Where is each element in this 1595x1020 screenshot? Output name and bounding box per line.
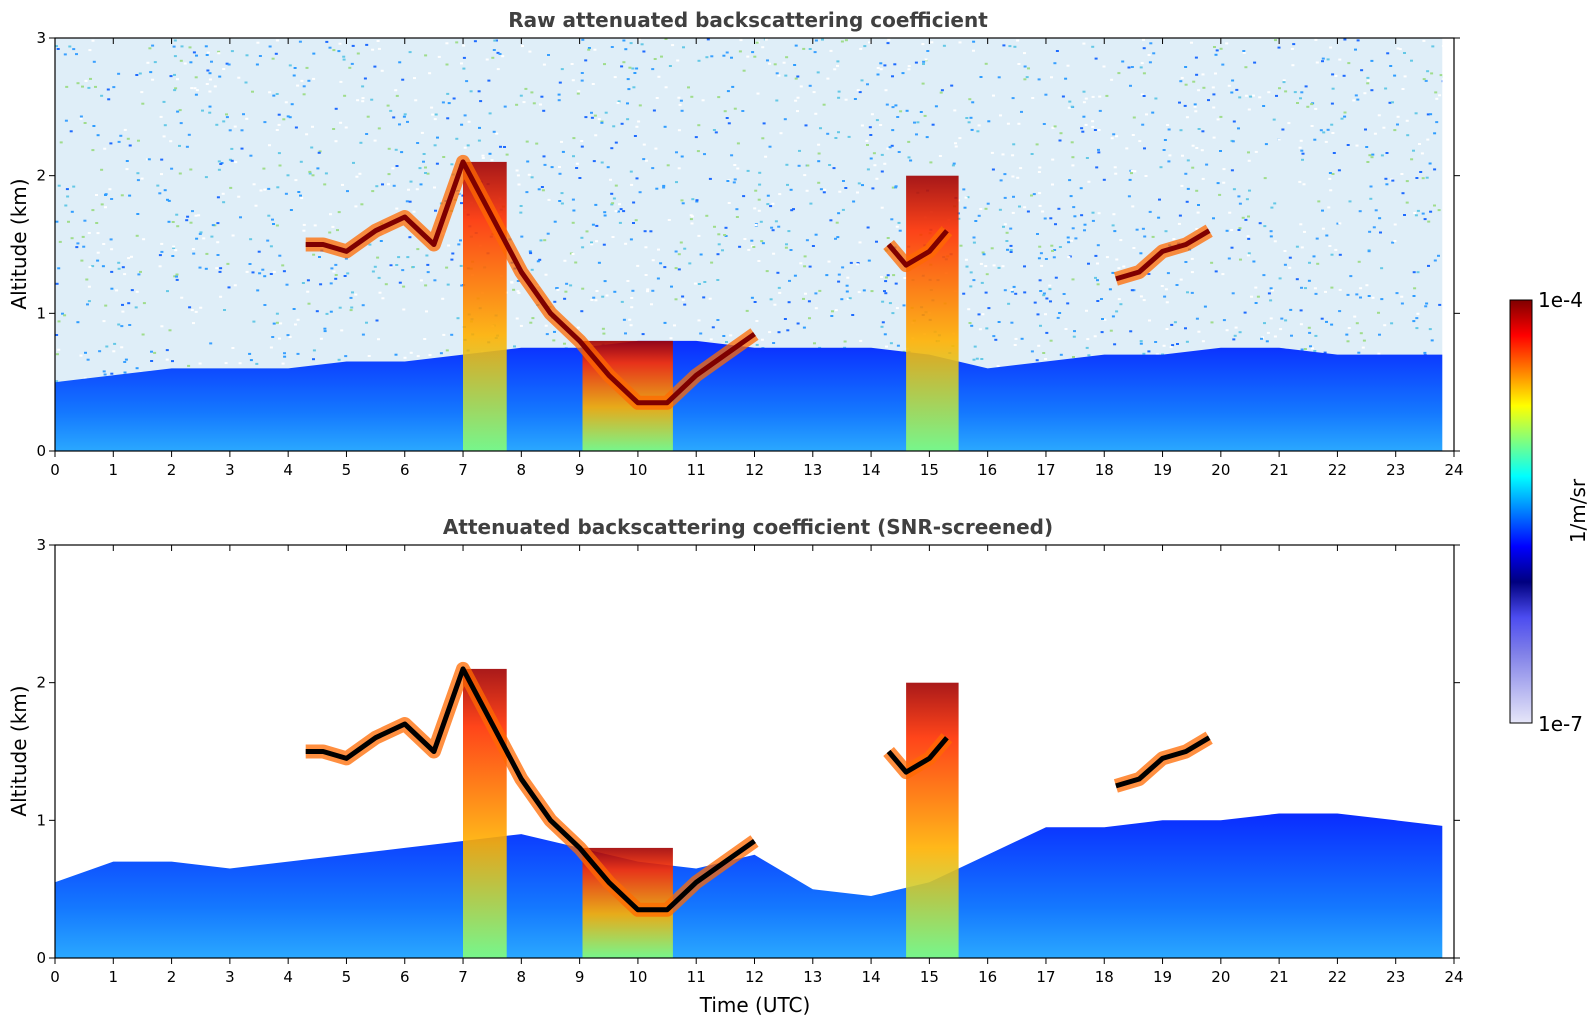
x-tick-label: 9 — [575, 968, 585, 986]
x-tick-label: 1 — [109, 968, 119, 986]
y-tick-label: 1 — [36, 811, 46, 829]
raw-y-axis-label: Altitude (km) — [7, 178, 31, 309]
x-tick-label: 22 — [1328, 968, 1347, 986]
raw-panel-title: Raw attenuated backscattering coefficien… — [508, 8, 988, 32]
x-tick-label: 10 — [628, 461, 647, 479]
x-tick-label: 9 — [575, 461, 585, 479]
x-tick-label: 2 — [167, 968, 177, 986]
x-tick-label: 16 — [978, 461, 997, 479]
x-tick-label: 11 — [687, 968, 706, 986]
x-tick-label: 13 — [803, 461, 822, 479]
x-tick-label: 4 — [283, 968, 293, 986]
layer-boundary — [305, 666, 756, 913]
screened-y-axis-label: Altitude (km) — [7, 685, 31, 816]
precipitation-column-3 — [906, 175, 959, 451]
colorbar-unit-label: 1/m/sr — [1566, 478, 1590, 543]
x-tick-label: 21 — [1270, 968, 1289, 986]
layer-cloud_afternoon — [886, 229, 949, 268]
y-tick-label: 0 — [36, 949, 46, 967]
y-tick-label: 0 — [36, 442, 46, 460]
x-tick-label: 17 — [1036, 461, 1055, 479]
x-tick-label: 17 — [1036, 968, 1055, 986]
x-tick-label: 16 — [978, 968, 997, 986]
x-tick-label: 19 — [1153, 461, 1172, 479]
snr-screened-panel: Attenuated backscattering coefficient (S… — [7, 515, 1464, 1017]
x-tick-label: 1 — [109, 461, 119, 479]
layer-cloud_afternoon — [886, 736, 949, 775]
time-axis-label: Time (UTC) — [699, 993, 811, 1017]
x-tick-label: 3 — [225, 968, 235, 986]
screened-heatmap — [55, 545, 1454, 958]
colorbar: 1e-4 1e-7 1/m/sr — [1509, 288, 1590, 736]
layer-cloud_evening — [1115, 735, 1211, 789]
screened-panel-title: Attenuated backscattering coefficient (S… — [443, 515, 1053, 539]
noise-speckle — [55, 38, 1454, 412]
x-tick-label: 2 — [167, 461, 177, 479]
x-tick-label: 6 — [400, 461, 410, 479]
raw-backscatter-panel: Raw attenuated backscattering coefficien… — [7, 8, 1464, 479]
x-tick-label: 24 — [1444, 968, 1463, 986]
x-tick-label: 23 — [1386, 461, 1405, 479]
x-tick-label: 23 — [1386, 968, 1405, 986]
screened-y-ticks: 0 1 2 3 — [36, 536, 1460, 967]
aerosol-layer — [55, 813, 1454, 958]
x-tick-label: 5 — [342, 968, 352, 986]
colorbar-gradient — [1509, 299, 1533, 724]
x-tick-label: 21 — [1270, 461, 1289, 479]
x-tick-label: 20 — [1211, 461, 1230, 479]
colorbar-min-label: 1e-7 — [1538, 712, 1583, 736]
x-tick-label: 19 — [1153, 968, 1172, 986]
x-tick-label: 14 — [862, 461, 881, 479]
x-tick-label: 0 — [50, 968, 60, 986]
screened-x-ticks: 0 1 2 3 4 5 6 7 8 9 10 11 12 13 14 15 16 17 18 19 20 21 22 23 24 — [50, 545, 1464, 986]
x-tick-label: 0 — [50, 461, 60, 479]
x-tick-label: 22 — [1328, 461, 1347, 479]
x-tick-label: 20 — [1211, 968, 1230, 986]
x-tick-label: 10 — [628, 968, 647, 986]
y-tick-label: 2 — [36, 674, 46, 692]
precipitation-column-3 — [906, 682, 959, 958]
layer-cloud_evening — [1115, 228, 1211, 282]
x-tick-label: 3 — [225, 461, 235, 479]
x-tick-label: 4 — [283, 461, 293, 479]
raw-x-ticks: 0 1 2 3 4 5 6 7 8 9 10 11 12 13 14 15 16 17 18 19 20 21 22 23 24 — [50, 38, 1464, 479]
x-tick-label: 11 — [687, 461, 706, 479]
x-tick-label: 24 — [1444, 461, 1463, 479]
x-tick-label: 12 — [745, 968, 764, 986]
y-tick-label: 1 — [36, 304, 46, 322]
aerosol-layer — [55, 340, 1454, 451]
x-tick-label: 18 — [1095, 461, 1114, 479]
x-tick-label: 12 — [745, 461, 764, 479]
x-tick-label: 7 — [458, 461, 468, 479]
y-tick-label: 2 — [36, 167, 46, 185]
layer-boundary — [305, 159, 756, 406]
x-tick-label: 8 — [517, 461, 527, 479]
x-tick-label: 15 — [920, 968, 939, 986]
colorbar-max-label: 1e-4 — [1538, 288, 1583, 312]
x-tick-label: 5 — [342, 461, 352, 479]
x-tick-label: 8 — [517, 968, 527, 986]
x-tick-label: 6 — [400, 968, 410, 986]
y-tick-label: 3 — [36, 29, 46, 47]
x-tick-label: 7 — [458, 968, 468, 986]
y-tick-label: 3 — [36, 536, 46, 554]
x-tick-label: 14 — [862, 968, 881, 986]
x-tick-label: 15 — [920, 461, 939, 479]
x-tick-label: 13 — [803, 968, 822, 986]
raw-heatmap — [55, 38, 1454, 451]
raw-y-ticks: 0 1 2 3 — [36, 29, 1460, 460]
x-tick-label: 18 — [1095, 968, 1114, 986]
